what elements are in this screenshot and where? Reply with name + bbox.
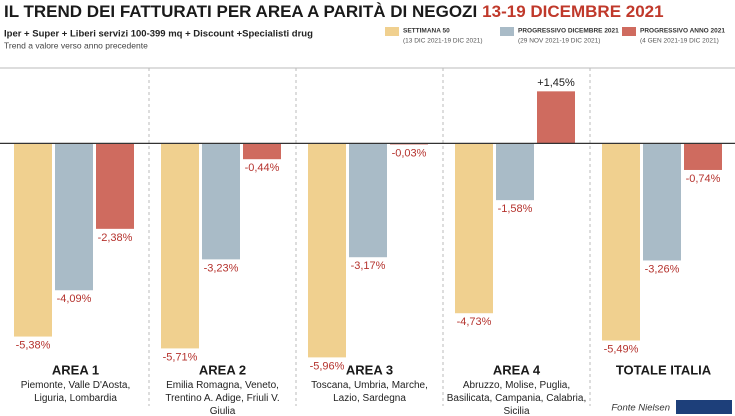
logo <box>676 400 732 414</box>
category-label: AREA 2 <box>199 362 246 377</box>
bar <box>161 143 199 349</box>
legend-period: (13 DIC 2021-19 DIC 2021) <box>403 38 483 45</box>
value-label: -5,49% <box>604 343 639 355</box>
value-label: -3,26% <box>645 263 680 275</box>
bar <box>14 143 52 337</box>
category-label: AREA 1 <box>52 362 99 377</box>
category-description: Toscana, Umbria, Marche, Lazio, Sardegna <box>311 380 428 404</box>
bar <box>202 143 240 260</box>
bar <box>455 143 493 314</box>
title-highlight: 13-19 DICEMBRE 2021 <box>482 2 663 21</box>
category-description: Emilia Romagna, Veneto, Trentino A. Adig… <box>165 380 280 416</box>
legend-label: PROGRESSIVO ANNO 2021 <box>640 28 725 35</box>
value-label: -0,03% <box>392 147 427 159</box>
category-label: TOTALE ITALIA <box>616 362 712 377</box>
bar <box>602 143 640 341</box>
value-label: -5,96% <box>310 360 345 372</box>
legend-swatch <box>500 27 514 36</box>
bar <box>643 143 681 261</box>
value-label: -1,58% <box>498 203 533 215</box>
value-label: -5,71% <box>163 351 198 363</box>
bar <box>243 143 281 160</box>
source: Fonte Nielsen <box>611 403 670 414</box>
legend-period: (4 GEN 2021-19 DIC 2021) <box>640 38 719 45</box>
legend-swatch <box>385 27 399 36</box>
note: Trend a valore verso anno precedente <box>4 40 148 50</box>
value-label: -4,73% <box>457 316 492 328</box>
subtitle: Iper + Super + Liberi servizi 100-399 mq… <box>4 29 313 40</box>
bar <box>308 143 346 358</box>
category-label: AREA 4 <box>493 362 541 377</box>
value-label: -5,38% <box>16 339 51 351</box>
bar <box>537 91 575 144</box>
legend-label: PROGRESSIVO DICEMBRE 2021 <box>518 28 619 35</box>
legend-period: (29 NOV 2021-19 DIC 2021) <box>518 38 600 45</box>
chart-title: IL TREND DEI FATTURATI PER AREA A PARITÀ… <box>4 2 664 21</box>
bar <box>55 143 93 291</box>
bar <box>349 143 387 258</box>
value-label: -2,38% <box>98 232 133 244</box>
bar <box>496 143 534 201</box>
value-label: -3,17% <box>351 260 386 272</box>
title-main: IL TREND DEI FATTURATI PER AREA A PARITÀ… <box>4 2 477 21</box>
bar <box>684 143 722 170</box>
value-label: +1,45% <box>537 77 575 89</box>
legend-swatch <box>622 27 636 36</box>
category-description: Abruzzo, Molise, Puglia, Basilicata, Cam… <box>446 380 587 416</box>
value-label: -0,44% <box>245 162 280 174</box>
value-label: -0,74% <box>686 173 721 185</box>
category-label: AREA 3 <box>346 362 393 377</box>
category-description: Piemonte, Valle D'Aosta, Liguria, Lombar… <box>20 380 131 404</box>
legend-label: SETTIMANA 50 <box>403 28 450 35</box>
value-label: -3,23% <box>204 262 239 274</box>
value-label: -4,09% <box>57 293 92 305</box>
bar <box>96 143 134 229</box>
